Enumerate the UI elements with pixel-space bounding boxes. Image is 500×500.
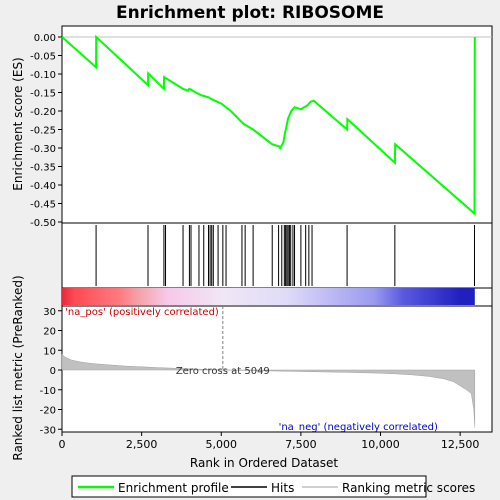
metric-y-tick-label: -20 [40, 406, 56, 417]
metric-y-tick-label: 0 [50, 366, 56, 377]
legend-metric-label: Ranking metric scores [342, 481, 475, 495]
metric-y-tick-label: 20 [43, 327, 56, 338]
x-tick-label: 2,500 [126, 438, 158, 451]
es-y-tick-label: -0.20 [30, 107, 56, 118]
hits-panel [61, 222, 493, 289]
es-y-tick-label: -0.25 [30, 126, 56, 137]
x-tick-label: 5,000 [206, 438, 238, 451]
metric-y-tick-label: -30 [40, 425, 56, 436]
es-y-tick-label: -0.45 [30, 200, 56, 211]
x-tick-label: 12,500 [441, 438, 480, 451]
rank-gradient-bar [62, 288, 475, 305]
x-tick-label: 7,500 [285, 438, 317, 451]
metric-x-ticks: 0 2,500 5,000 7,500 10,000 12,500 [59, 432, 480, 451]
x-axis-label: Rank in Ordered Dataset [190, 456, 338, 470]
zero-cross-label: Zero cross at 5049 [176, 366, 270, 377]
es-y-tick-label: -0.05 [30, 52, 56, 63]
es-y-tick-label: -0.40 [30, 181, 56, 192]
es-y-tick-label: 0.00 [34, 33, 56, 44]
es-y-axis-label: Enrichment score (ES) [11, 57, 25, 190]
legend-enrichment-label: Enrichment profile [118, 481, 229, 495]
es-y-tick-label: -0.35 [30, 163, 56, 174]
metric-y-ticks: 30 20 10 0 -10 -20 -30 [40, 307, 62, 436]
x-tick-label: 10,000 [361, 438, 400, 451]
es-y-tick-label: -0.50 [30, 218, 56, 229]
chart-title: Enrichment plot: RIBOSOME [116, 3, 384, 23]
x-tick-label: 0 [59, 438, 66, 451]
es-y-tick-label: -0.15 [30, 89, 56, 100]
es-y-tick-label: -0.10 [30, 70, 56, 81]
es-y-tick-label: -0.30 [30, 144, 56, 155]
metric-y-axis-label: Ranked list metric (PreRanked) [11, 275, 25, 460]
legend-hits-label: Hits [271, 481, 294, 495]
ranking-metric-area [61, 353, 476, 428]
enrichment-profile-line [61, 34, 476, 216]
es-y-ticks: 0.00 -0.05 -0.10 -0.15 -0.20 -0.25 -0.30 -0.35 -… [30, 33, 62, 229]
negative-correlation-label: 'na_neg' (negatively correlated) [279, 422, 438, 433]
metric-y-tick-label: -10 [40, 386, 56, 397]
metric-y-tick-label: 10 [43, 346, 56, 357]
es-panel [61, 25, 493, 224]
metric-y-tick-label: 30 [43, 307, 56, 318]
hits-marks [95, 225, 475, 286]
positive-correlation-label: 'na_pos' (positively correlated) [65, 307, 219, 318]
